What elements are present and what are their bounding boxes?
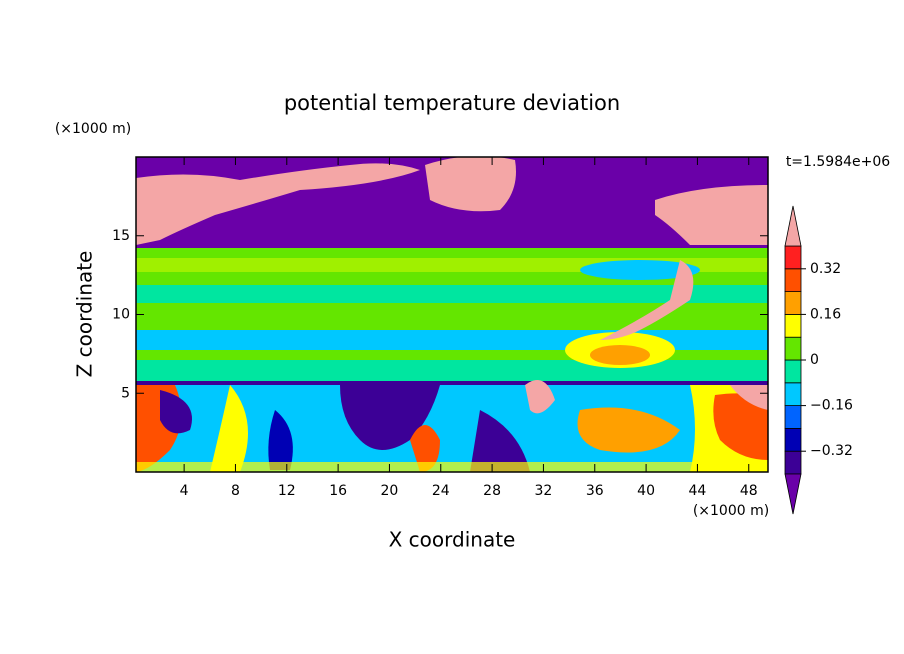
x-tick-label: 40 xyxy=(637,483,655,499)
y-tick-label: 15 xyxy=(112,228,130,244)
colorbar-tick-label: 0.32 xyxy=(810,261,841,277)
colorbar-box xyxy=(784,359,802,384)
colorbar-under xyxy=(784,473,802,515)
chart-title: potential temperature deviation xyxy=(284,91,620,115)
colorbar-box xyxy=(784,382,802,406)
contour-field xyxy=(136,157,768,472)
y-tick-label: 10 xyxy=(112,307,130,323)
colorbar-tick-label: −0.16 xyxy=(810,398,853,414)
x-tick-label: 12 xyxy=(278,483,296,499)
x-tick-label: 16 xyxy=(329,483,347,499)
x-tick-label: 24 xyxy=(432,483,450,499)
y-axis-label: Z coordinate xyxy=(73,251,97,378)
x-tick-label: 4 xyxy=(180,483,189,499)
colorbar-box xyxy=(784,336,802,361)
colorbar-box xyxy=(784,405,802,429)
x-tick-label: 36 xyxy=(586,483,604,499)
colorbar-box xyxy=(784,245,802,270)
time-label: t=1.5984e+06 xyxy=(786,154,890,170)
colorbar-box xyxy=(784,268,802,292)
colorbar-tick-label: −0.32 xyxy=(810,443,853,459)
x-tick-label: 28 xyxy=(483,483,501,499)
x-tick-label: 32 xyxy=(535,483,553,499)
x-tick-label: 20 xyxy=(381,483,399,499)
colorbar-tick-label: 0.16 xyxy=(810,306,841,322)
x-tick-label: 44 xyxy=(689,483,707,499)
colorbar-box xyxy=(784,313,802,338)
x-tick-label: 8 xyxy=(231,483,240,499)
colorbar-box xyxy=(784,291,802,315)
colorbar-box xyxy=(784,450,802,475)
colorbar-tick-label: 0 xyxy=(810,352,819,368)
x-unit: (×1000 m) xyxy=(693,503,769,519)
colorbar-box xyxy=(784,427,802,452)
y-unit: (×1000 m) xyxy=(55,121,131,137)
colorbar-over xyxy=(784,205,802,247)
x-axis-label: X coordinate xyxy=(389,528,516,552)
x-tick-label: 48 xyxy=(740,483,758,499)
y-tick-label: 5 xyxy=(121,385,130,401)
